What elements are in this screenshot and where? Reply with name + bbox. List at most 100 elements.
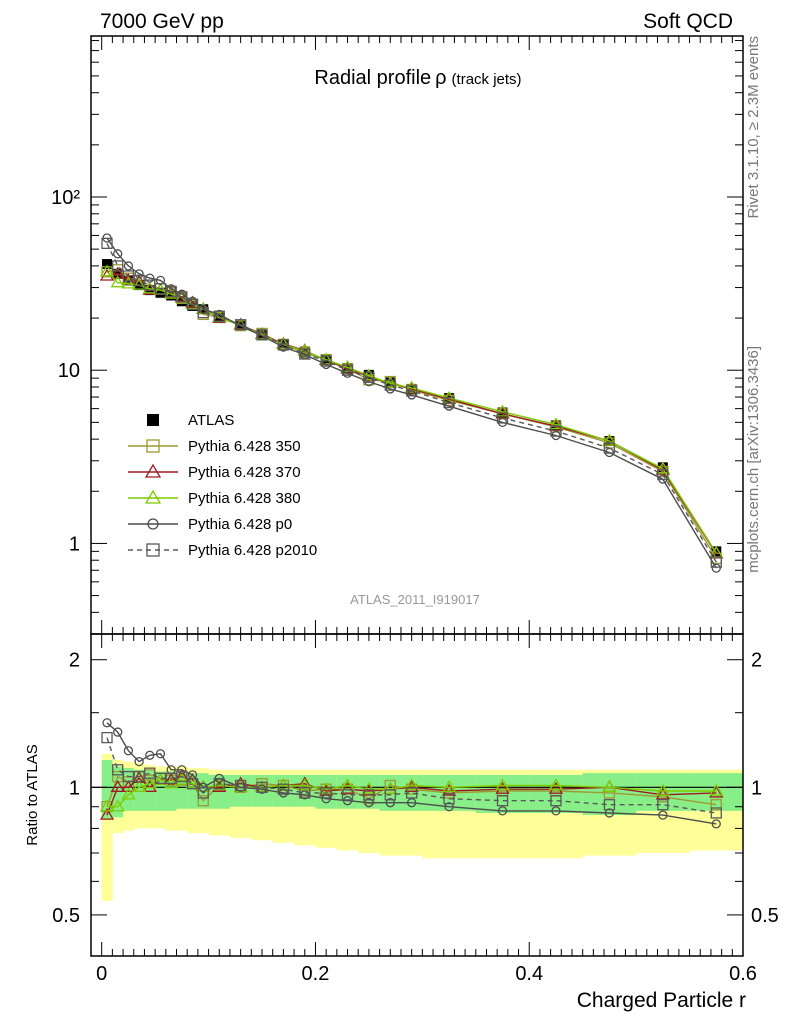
data-point: [550, 425, 562, 437]
ratio-point: [709, 785, 724, 798]
data-point: [278, 342, 289, 352]
ratio-point: [101, 731, 113, 744]
ratio-point: [174, 772, 190, 785]
ratio-point: [213, 778, 225, 790]
ratio-point: [155, 749, 166, 759]
data-point: [122, 270, 135, 282]
ratio-point: [441, 780, 457, 792]
ratio-point: [165, 772, 177, 784]
band-inner-segment: [315, 774, 338, 809]
y-tick-label: 10: [58, 360, 80, 382]
data-point: [710, 556, 722, 568]
series-line-p2010: [106, 243, 717, 563]
ratio-point: [234, 779, 247, 792]
ratio-point: [112, 764, 124, 776]
data-point: [444, 401, 454, 411]
rivet-label: Rivet 3.1.10, ≥ 2.3M events: [745, 36, 762, 219]
band-inner-segment: [101, 760, 113, 820]
ratio-panel: 0.5 0.5 1 1 2 2 Ratio to ATLAS: [24, 633, 779, 957]
ratio-point: [122, 770, 135, 783]
ratio-point: [99, 807, 115, 820]
ratio-point: [341, 789, 354, 801]
ratio-point: [342, 796, 353, 806]
data-point: [406, 385, 418, 397]
process-label: Soft QCD: [643, 10, 733, 33]
data-point: [340, 359, 355, 372]
ratio-line-p350: [106, 774, 717, 807]
legend-item-p380: Pythia 6.428 380: [128, 489, 301, 507]
legend-marker: [144, 463, 162, 478]
ratio-point: [300, 790, 310, 800]
ratio-y-axis-label: Ratio to ATLAS: [24, 744, 41, 845]
data-point: [711, 546, 722, 557]
band-outer-segment: [101, 753, 113, 901]
ratio-point: [164, 776, 179, 789]
ratio-point: [495, 781, 510, 794]
data-point: [603, 442, 616, 454]
ratio-point: [197, 795, 209, 807]
band-inner-segment: [144, 769, 156, 811]
ratio-point: [384, 779, 396, 792]
data-point: [165, 285, 177, 298]
ratio-point: [658, 810, 668, 820]
data-point: [133, 274, 145, 287]
ratio-point: [177, 765, 187, 775]
ratio-point: [406, 787, 418, 799]
ratio-point: [185, 776, 200, 789]
data-point: [101, 237, 113, 249]
ratio-point: [550, 795, 562, 807]
data-point: [363, 371, 375, 383]
energy-label: 7000 GeV pp: [100, 10, 224, 33]
ratio-point: [121, 780, 136, 792]
legend-marker: [146, 543, 160, 557]
ratio-point: [131, 780, 147, 792]
data-point: [342, 368, 353, 378]
data-point: [341, 364, 354, 376]
legend-label: Pythia 6.428 380: [188, 490, 301, 507]
series-p2010: [101, 237, 722, 568]
ratio-point: [320, 787, 332, 799]
ratio-point: [144, 767, 156, 779]
ratio-uncertainty-band: [91, 753, 744, 901]
data-point: [256, 329, 268, 341]
legend-label: Pythia 6.428 p0: [188, 516, 292, 533]
data-point: [655, 461, 670, 474]
y-tick-label-right: 1: [751, 777, 762, 799]
x-axis-label: Charged Particle r: [577, 989, 746, 1012]
ratio-point: [299, 787, 311, 799]
legend-item-atlas: ATLAS: [147, 412, 234, 429]
ratio-point: [655, 787, 670, 800]
legend-label: Pythia 6.428 370: [188, 464, 301, 481]
legend-marker: [147, 414, 159, 426]
ratio-point: [407, 798, 417, 808]
ratio-point: [277, 783, 290, 795]
chart-title-suffix: (track jets): [452, 71, 522, 88]
ratio-point: [297, 778, 312, 791]
mcplots-label: mcplots.cern.ch [arXiv:1306.3436]: [745, 346, 762, 573]
ratio-line-p380: [107, 779, 717, 808]
ratio-point: [142, 780, 157, 792]
x-tick-label: 0.6: [729, 963, 757, 985]
band-inner-segment: [133, 769, 145, 811]
ratio-point: [710, 807, 722, 819]
y-tick-label: 2: [69, 650, 80, 672]
ratio-point: [602, 780, 617, 792]
data-point: [176, 291, 188, 303]
ratio-point: [256, 781, 268, 793]
ratio-point: [604, 808, 615, 818]
ratio-point: [145, 750, 155, 760]
main-series-marks: [99, 233, 724, 573]
y-tick-label: 1: [69, 533, 80, 555]
data-point: [602, 433, 617, 446]
ratio-point: [197, 787, 209, 799]
ratio-point: [142, 776, 157, 789]
legend-label: Pythia 6.428 350: [188, 438, 301, 455]
ratio-series-p2010: [101, 731, 722, 819]
data-point: [113, 249, 123, 259]
legend-marker: [147, 518, 159, 530]
chart-title-symbol: ρ: [435, 67, 446, 89]
data-point: [299, 348, 311, 360]
band-inner-segment: [165, 771, 178, 811]
y-tick-label: 0.5: [52, 905, 80, 927]
ratio-line-p0: [106, 722, 717, 825]
